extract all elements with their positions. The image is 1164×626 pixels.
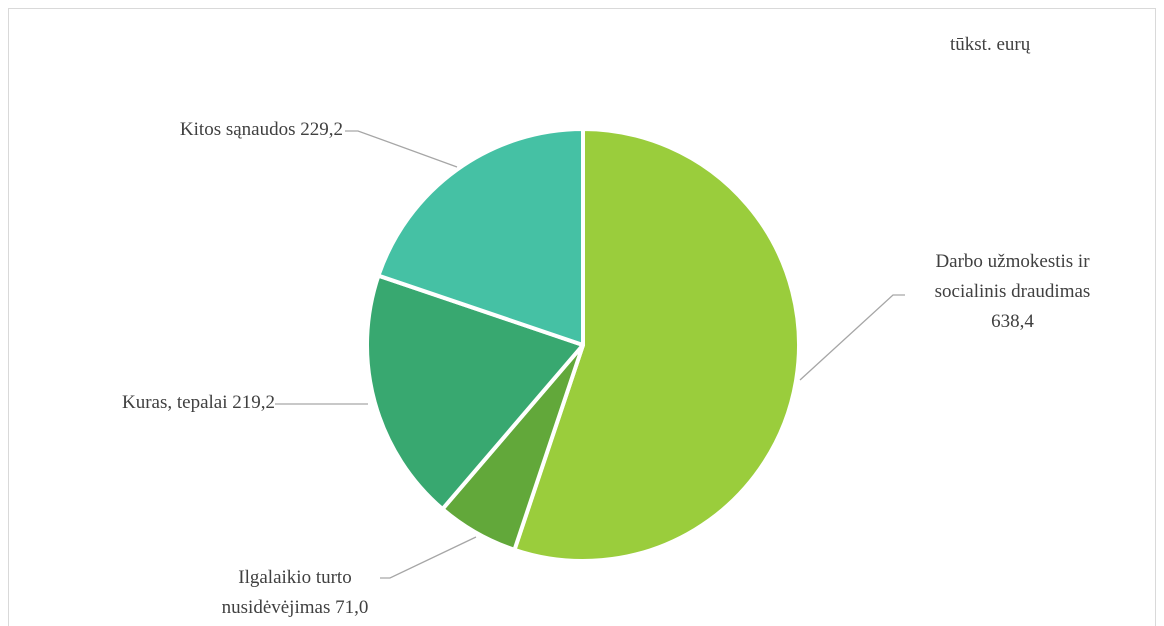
- slice-label: Kuras, tepalai 219,2: [40, 388, 275, 418]
- pie-slice: [365, 273, 585, 512]
- pie-slice: [512, 127, 801, 563]
- slice-label: Ilgalaikio turto nusidėvėjimas 71,0: [205, 563, 385, 623]
- value-label: 638,4: [991, 311, 1034, 332]
- category-label: Darbo užmokestis ir socialinis draudimas: [934, 251, 1091, 302]
- leader-line: [380, 536, 477, 579]
- unit-label: tūkst. eurų: [950, 34, 1031, 55]
- value-label: 71,0: [335, 597, 369, 618]
- slice-label: Darbo užmokestis ir socialinis draudimas…: [905, 247, 1120, 337]
- value-label: 229,2: [300, 119, 343, 140]
- category-label: Kuras, tepalai: [121, 392, 228, 413]
- slice-label: Kitos sąnaudos 229,2: [60, 115, 343, 145]
- leader-line: [799, 294, 905, 381]
- category-label: Kitos sąnaudos: [179, 119, 296, 140]
- leader-line: [345, 130, 458, 168]
- pie-slice: [376, 127, 585, 347]
- category-label: Ilgalaikio turto nusidėvėjimas: [221, 567, 352, 618]
- value-label: 219,2: [232, 392, 275, 413]
